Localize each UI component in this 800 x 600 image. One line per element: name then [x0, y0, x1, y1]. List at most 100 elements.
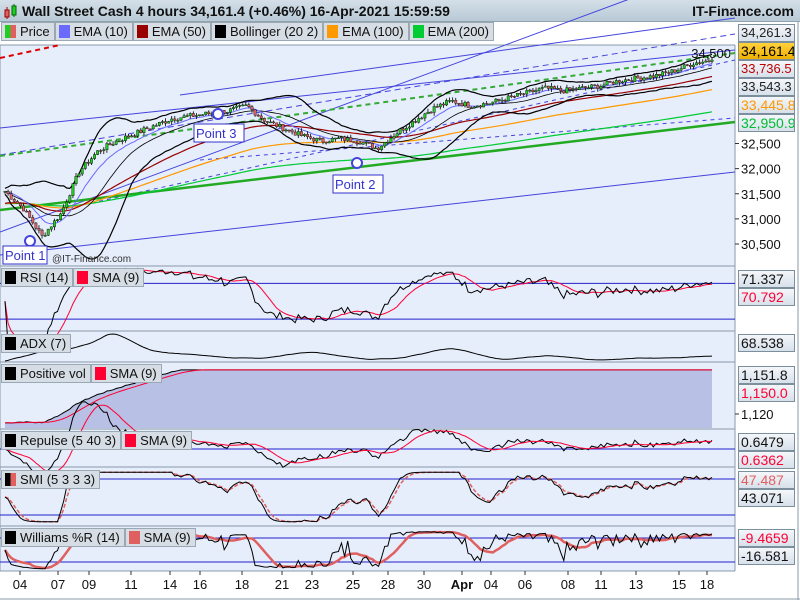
candle: [349, 137, 353, 142]
legend-bollinger[interactable]: Bollinger (20 2): [211, 22, 324, 41]
point1-box: [2, 245, 48, 265]
candle: [423, 113, 427, 119]
candle: [531, 89, 535, 93]
candle: [321, 138, 325, 143]
candle: [43, 235, 47, 237]
legend-rsi[interactable]: RSI (14): [1, 268, 74, 287]
x-tick-label: 30: [417, 577, 431, 592]
candle: [225, 112, 229, 114]
candle: [68, 195, 72, 203]
candle: [389, 137, 393, 143]
candle: [324, 141, 328, 144]
x-tick-label: 18: [235, 577, 249, 592]
legend-ema200[interactable]: EMA (200): [408, 22, 494, 41]
legend-rsi-sma[interactable]: SMA (9): [73, 268, 145, 287]
candle: [145, 127, 149, 130]
x-tick-label: 04: [484, 577, 498, 592]
candle: [65, 201, 69, 208]
candle: [142, 127, 146, 133]
candle: [161, 121, 164, 123]
candle: [704, 60, 708, 63]
x-tick-label: 16: [193, 577, 207, 592]
candle: [176, 119, 180, 122]
candle: [290, 129, 294, 133]
candle: [451, 100, 455, 102]
candle: [182, 115, 186, 118]
candle: [463, 102, 467, 107]
candle: [380, 145, 384, 151]
x-tick-label: 06: [518, 577, 532, 592]
ema100-swatch: [327, 25, 339, 38]
point1-label: Point 1: [5, 248, 45, 263]
rsi-value-tag: 71.337: [738, 270, 795, 288]
candle: [500, 99, 504, 102]
sma-swatch: [125, 434, 137, 447]
trendline: [0, 49, 736, 129]
repulse-sma-line: [4, 404, 713, 473]
legend-repulse-sma[interactable]: SMA (9): [121, 431, 193, 450]
candle: [475, 105, 479, 108]
candle: [83, 162, 87, 169]
legend-repulse[interactable]: Repulse (5 40 3): [1, 431, 122, 450]
candle: [624, 79, 627, 83]
legend-positive-vol[interactable]: Positive vol: [1, 364, 91, 383]
legend-label: Repulse (5 40 3): [20, 433, 117, 448]
candle: [355, 142, 359, 145]
candle: [228, 108, 232, 113]
x-tick-label: 09: [82, 577, 96, 592]
legend-williams-sma[interactable]: SMA (9): [124, 528, 196, 547]
legend-adx[interactable]: ADX (7): [1, 334, 72, 353]
point3-marker: [212, 108, 224, 120]
x-tick-label: 11: [594, 577, 608, 592]
candle: [676, 69, 680, 73]
smi-signal-tag: 43.071: [738, 489, 795, 507]
adx-value-tag: 68.538: [738, 334, 795, 352]
candle: [364, 142, 368, 144]
candle: [167, 121, 171, 124]
candle: [571, 88, 575, 90]
candle: [392, 136, 396, 139]
candle: [120, 140, 124, 142]
posvol-sma-tag: 1,150.0: [738, 384, 795, 402]
candle: [651, 75, 655, 78]
legend-price[interactable]: Price: [1, 22, 55, 41]
legend-ema100[interactable]: EMA (100): [323, 22, 409, 41]
legend-ema10[interactable]: EMA (10): [54, 22, 133, 41]
legend-ema50[interactable]: EMA (50): [132, 22, 211, 41]
candle: [698, 62, 702, 64]
chart-title: Wall Street Cash 4 hours 34,161.4 (+0.46…: [22, 3, 450, 19]
candle: [170, 118, 174, 122]
candle: [707, 60, 711, 63]
legend-williams[interactable]: Williams %R (14): [1, 528, 125, 547]
candle: [559, 87, 563, 91]
watermark: @IT-Finance.com: [52, 254, 131, 265]
candle: [327, 141, 331, 144]
candle: [9, 193, 13, 200]
legend-label: SMA (9): [140, 433, 188, 448]
panel-adx: [0, 330, 736, 363]
x-tick-label: 25: [346, 577, 360, 592]
main-legend: Price EMA (10) EMA (50) Bollinger (20 2)…: [1, 22, 494, 41]
candle: [278, 123, 282, 127]
candle: [562, 90, 566, 94]
rsi-sma-tag: 70.792: [738, 288, 795, 306]
candle: [550, 86, 553, 89]
candle: [688, 64, 692, 67]
candle: [15, 201, 19, 204]
candle: [299, 131, 303, 136]
legend-posvol-sma[interactable]: SMA (9): [90, 364, 162, 383]
ema200-trendline: [0, 120, 736, 212]
point2-box: [332, 174, 384, 194]
candle: [655, 74, 658, 78]
candle: [519, 93, 522, 95]
candle: [337, 137, 340, 139]
candle: [361, 142, 365, 145]
candle: [241, 104, 245, 107]
candle: [31, 217, 35, 224]
candle: [281, 123, 285, 131]
candle: [333, 137, 337, 140]
legend-smi[interactable]: SMI (5 3 3 3): [1, 470, 101, 489]
candle: [37, 228, 41, 231]
sma-swatch: [128, 531, 140, 544]
